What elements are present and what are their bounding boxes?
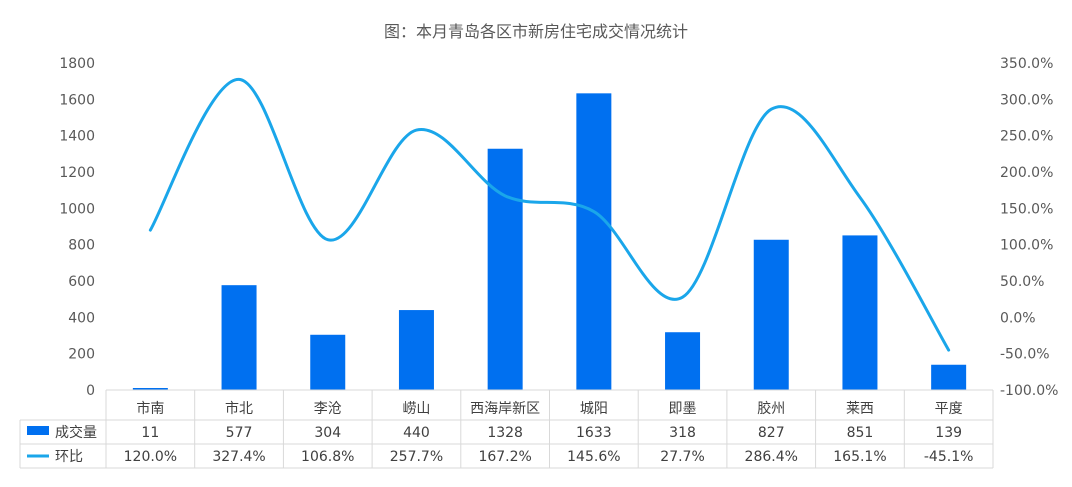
left-axis-tick-label: 400 — [68, 310, 95, 326]
line-point — [326, 238, 329, 241]
right-axis-tick-label: 250.0% — [1000, 129, 1053, 145]
right-axis-tick-label: -100.0% — [1000, 383, 1058, 399]
bar — [931, 364, 967, 390]
right-axis-tick-label: 150.0% — [1000, 201, 1053, 217]
line-value-label: 27.7% — [660, 449, 704, 465]
line-point — [770, 108, 773, 111]
right-axis-tick-label: 350.0% — [1000, 56, 1053, 72]
line-point — [947, 349, 950, 351]
category-label: 莱西 — [846, 401, 874, 417]
bar — [753, 239, 789, 390]
line-value-label: 327.4% — [212, 449, 265, 465]
bar-value-label: 851 — [847, 425, 874, 441]
bar — [842, 235, 878, 390]
category-label: 西海岸新区 — [470, 401, 540, 417]
bar — [132, 388, 168, 390]
bar — [398, 310, 434, 390]
category-label: 崂山 — [402, 401, 430, 417]
right-axis-tick-label: 100.0% — [1000, 238, 1053, 254]
left-axis-tick-label: 1000 — [59, 201, 95, 217]
category-label: 市南 — [136, 400, 164, 417]
chart-title: 图：本月青岛各区市新房住宅成交情况统计 — [384, 22, 688, 41]
bar — [221, 285, 257, 390]
bar-series — [132, 93, 967, 391]
legend-swatch-bar — [27, 426, 49, 435]
line-point — [149, 229, 152, 231]
line-value-label: 167.2% — [478, 449, 531, 465]
bar-value-label: 11 — [141, 425, 159, 441]
left-axis-tick-label: 200 — [68, 347, 95, 363]
right-axis: -100.0% -50.0% 0.0% 50.0% 100.0% 150.0% 200.0%… — [1000, 56, 1058, 399]
right-axis-tick-label: 300.0% — [1000, 92, 1053, 108]
line-value-label: 165.1% — [833, 449, 886, 465]
left-axis-tick-label: 1400 — [59, 129, 95, 145]
left-axis-tick-label: 600 — [68, 274, 95, 290]
bar — [310, 334, 346, 390]
right-axis-tick-label: -50.0% — [1000, 347, 1050, 363]
line-point — [504, 195, 506, 197]
line-point — [238, 78, 240, 81]
category-label: 城阳 — [580, 401, 608, 417]
right-axis-tick-label: 200.0% — [1000, 165, 1053, 181]
line-path — [148, 77, 951, 352]
right-axis-tick-label: 0.0% — [1000, 310, 1036, 326]
left-axis-tick-label: 1200 — [59, 165, 95, 181]
line-value-label: -45.1% — [924, 449, 974, 465]
line-point — [415, 129, 418, 131]
line-point — [593, 210, 595, 213]
category-label: 胶州 — [757, 400, 785, 417]
line-value-label: 145.6% — [567, 449, 620, 465]
line-value-label: 286.4% — [745, 449, 798, 465]
left-axis: 0 200 400 600 800 1000 1200 1400 1600 1800 — [59, 56, 95, 399]
bar — [665, 332, 701, 390]
line-point — [859, 196, 861, 199]
bar-value-label: 1633 — [576, 425, 612, 441]
left-axis-tick-label: 0 — [86, 383, 95, 399]
bar — [487, 148, 523, 390]
left-axis-tick-label: 1800 — [59, 56, 95, 72]
left-axis-tick-label: 800 — [68, 238, 95, 254]
line-value-label: 106.8% — [301, 449, 354, 465]
bar-value-label: 577 — [226, 425, 253, 441]
line-point — [681, 296, 684, 299]
line-series — [148, 77, 951, 352]
legend-label-line: 环比 — [55, 449, 83, 465]
category-label: 李沧 — [314, 400, 342, 417]
category-label: 即墨 — [669, 401, 697, 417]
category-label: 市北 — [225, 400, 253, 417]
bar-value-label: 304 — [314, 425, 341, 441]
line-value-label: 120.0% — [124, 449, 177, 465]
bar-value-label: 1328 — [487, 425, 523, 441]
right-axis-tick-label: 50.0% — [1000, 274, 1044, 290]
bar-value-label: 440 — [403, 425, 430, 441]
bar — [576, 93, 612, 391]
line-value-label: 257.7% — [390, 449, 443, 465]
bar-value-label: 318 — [669, 425, 696, 441]
bar-value-label: 827 — [758, 425, 785, 441]
legend-label-bar: 成交量 — [55, 424, 97, 441]
left-axis-tick-label: 1600 — [59, 92, 95, 108]
bar-value-label: 139 — [935, 425, 962, 441]
category-label: 平度 — [935, 401, 963, 417]
